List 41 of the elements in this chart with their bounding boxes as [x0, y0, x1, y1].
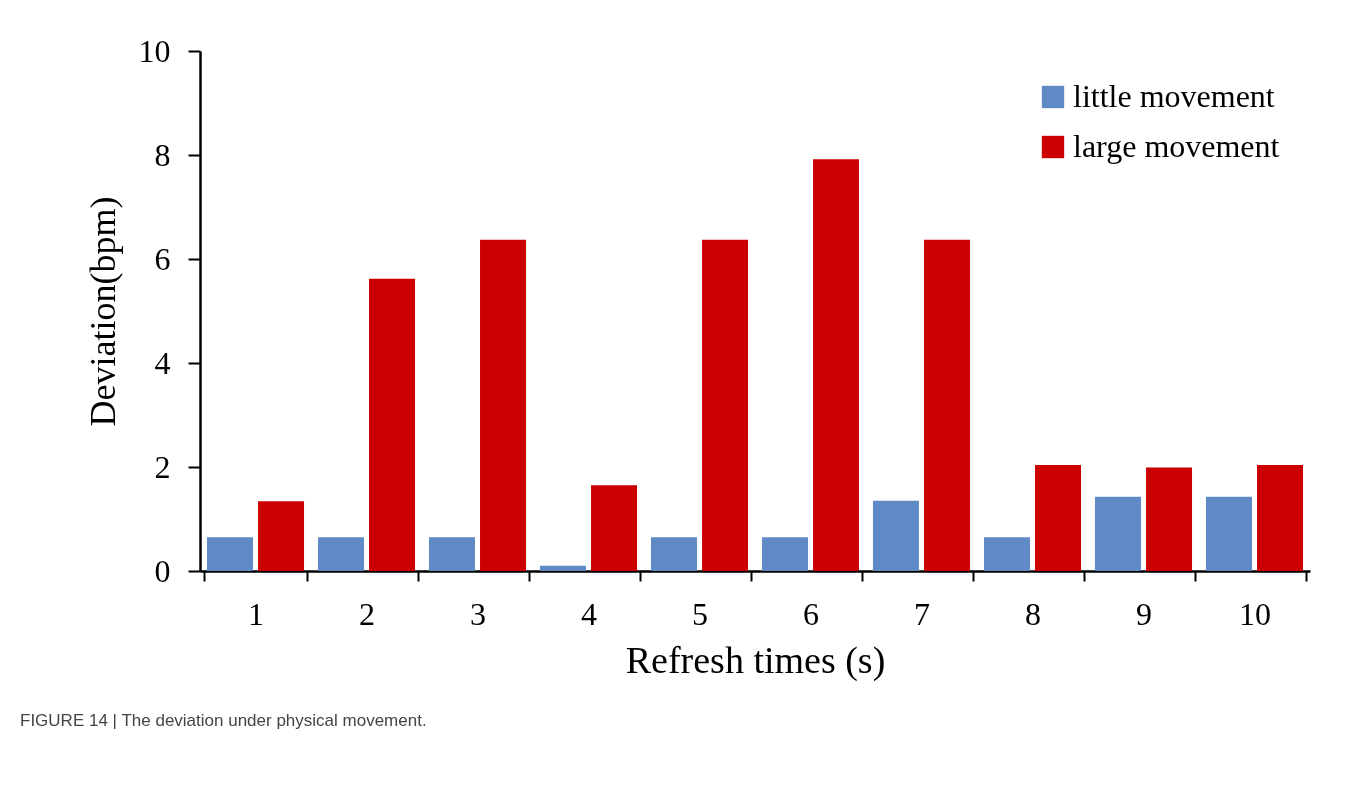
bar [872, 500, 919, 571]
y-tick-label: 4 [154, 344, 171, 381]
legend-label: little movement [1073, 78, 1275, 114]
bar [1035, 464, 1082, 571]
x-tick-label: 4 [581, 595, 597, 632]
bar [206, 537, 253, 571]
x-tick-label: 5 [692, 595, 708, 632]
bar [1146, 467, 1193, 571]
bar [702, 239, 749, 571]
bar [480, 239, 527, 571]
caption: FIGURE 14 | The deviation under physical movement. [20, 711, 427, 730]
x-tick-label: 7 [914, 595, 930, 632]
bar [428, 537, 475, 571]
bar [983, 537, 1030, 571]
legend-label: large movement [1073, 128, 1280, 164]
bar [1257, 464, 1304, 571]
y-tick-label: 10 [138, 32, 171, 69]
bar [650, 537, 697, 571]
x-axis-title: Refresh times (s) [625, 638, 886, 682]
x-tick-label: 3 [470, 595, 486, 632]
y-tick-label: 0 [154, 552, 171, 589]
y-tick-label: 6 [154, 240, 171, 277]
x-tick-label: 2 [359, 595, 375, 632]
x-tick-label: 10 [1239, 595, 1271, 632]
bar [591, 485, 638, 571]
bar [317, 537, 364, 571]
bar [258, 501, 305, 571]
x-tick-label: 6 [803, 595, 819, 632]
y-tick-label: 8 [154, 136, 171, 173]
x-tick-label: 1 [248, 595, 264, 632]
y-axis-title: Deviation(bpm) [82, 196, 123, 427]
x-tick-label: 9 [1136, 595, 1152, 632]
y-tick-label: 2 [154, 448, 171, 485]
bar [924, 239, 971, 571]
bar [1205, 496, 1252, 571]
bar [813, 159, 860, 571]
x-tick-label: 8 [1025, 595, 1041, 632]
bar [1094, 496, 1141, 571]
bar [761, 537, 808, 571]
bar [539, 565, 586, 571]
bar [369, 278, 416, 571]
